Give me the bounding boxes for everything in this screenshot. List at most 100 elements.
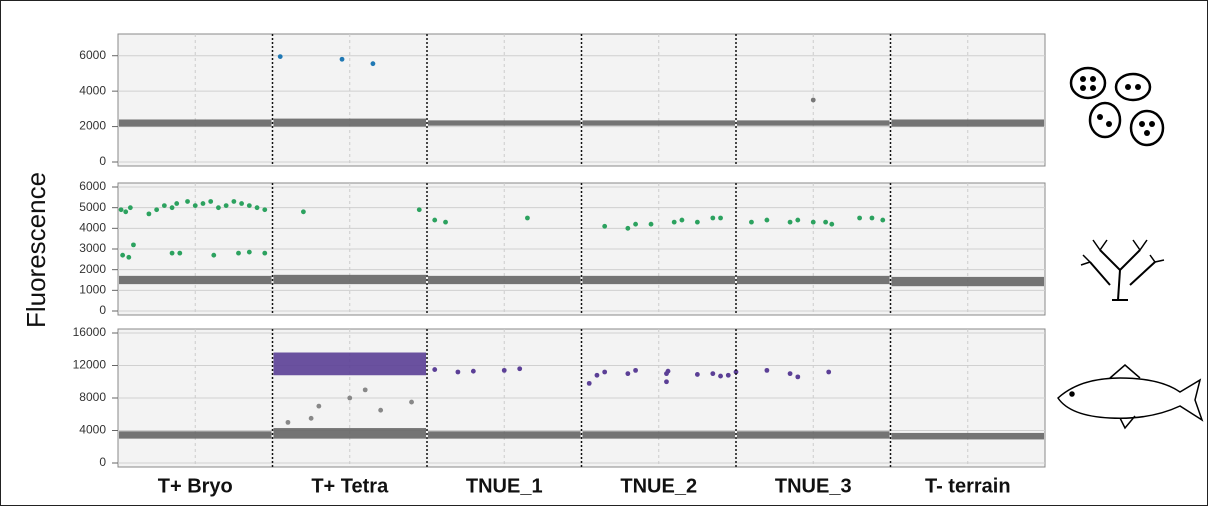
droplet	[161, 203, 167, 209]
droplet	[694, 219, 700, 225]
droplet	[185, 199, 190, 204]
droplet	[470, 368, 476, 374]
droplet-band	[119, 119, 272, 127]
droplet	[285, 419, 291, 425]
droplet	[223, 203, 229, 209]
droplet	[409, 399, 414, 405]
droplet	[733, 369, 739, 375]
icon-bryozoan	[1080, 239, 1165, 301]
droplet	[880, 217, 886, 223]
droplet	[725, 372, 731, 378]
y-tick-label: 0	[99, 455, 106, 469]
y-tick-label: 3000	[79, 241, 106, 255]
droplet	[764, 217, 770, 223]
droplet-band	[582, 120, 735, 126]
droplet	[829, 221, 835, 227]
droplet-band	[273, 352, 426, 376]
droplet-band	[428, 275, 581, 285]
x-tick-label: TNUE_1	[466, 475, 543, 497]
droplet	[347, 395, 353, 401]
droplet	[648, 221, 654, 227]
x-tick-label: TNUE_3	[775, 475, 852, 497]
droplet	[787, 219, 793, 225]
y-tick-label: 5000	[79, 200, 106, 214]
droplet	[301, 209, 306, 215]
y-tick-label: 12000	[73, 358, 107, 372]
droplet	[120, 252, 126, 258]
droplet	[236, 250, 241, 256]
droplet	[308, 415, 314, 421]
droplet	[664, 379, 669, 385]
droplet	[246, 249, 252, 255]
droplet	[795, 374, 801, 380]
droplet	[370, 61, 376, 67]
droplet	[123, 209, 129, 215]
droplet-band	[891, 276, 1044, 287]
droplet	[625, 371, 631, 377]
droplet	[710, 215, 716, 221]
x-tick-label: TNUE_2	[620, 475, 697, 497]
droplet-band	[891, 432, 1044, 440]
droplet-band	[273, 274, 426, 285]
y-tick-label: 8000	[79, 390, 106, 404]
droplet	[517, 366, 523, 372]
y-tick-label: 2000	[79, 262, 106, 276]
droplet	[787, 371, 793, 377]
droplet	[443, 219, 448, 225]
droplet	[169, 205, 175, 211]
droplet	[339, 56, 345, 62]
droplet	[416, 207, 422, 213]
droplet	[594, 372, 600, 378]
droplet	[810, 97, 816, 103]
droplet	[710, 371, 716, 377]
droplet	[795, 217, 801, 223]
droplet-band	[737, 431, 890, 439]
y-tick-label: 4000	[79, 83, 106, 97]
droplet-band	[737, 120, 890, 126]
droplet	[146, 211, 152, 217]
droplet	[254, 205, 260, 211]
x-tick-label: T+ Bryo	[158, 475, 233, 497]
droplet	[246, 203, 252, 209]
droplet	[857, 215, 862, 221]
droplet	[718, 373, 723, 379]
droplet	[118, 207, 124, 213]
droplet	[362, 387, 368, 393]
y-tick-label: 4000	[79, 221, 106, 235]
y-tick-label: 2000	[79, 119, 106, 133]
droplet-band	[428, 431, 581, 439]
droplet	[262, 207, 268, 213]
droplet	[262, 250, 268, 256]
droplet	[823, 219, 829, 225]
droplet	[192, 203, 198, 209]
droplet	[625, 225, 631, 231]
droplet	[633, 221, 638, 227]
droplet-band	[737, 275, 890, 285]
y-tick-label: 6000	[79, 48, 106, 62]
icon-cells	[1069, 66, 1165, 147]
x-tick-label: T- terrain	[925, 475, 1011, 497]
droplet	[602, 223, 608, 229]
droplet	[749, 219, 754, 225]
droplet	[633, 367, 638, 373]
droplet	[169, 250, 175, 256]
droplet	[810, 219, 816, 225]
droplet	[586, 380, 592, 386]
y-tick-label: 16000	[73, 325, 107, 339]
droplet	[378, 407, 384, 413]
droplet	[671, 219, 677, 225]
y-tick-label: 0	[99, 303, 106, 317]
droplet-band	[582, 275, 735, 285]
droplet	[208, 199, 214, 204]
droplet	[316, 403, 322, 409]
droplet	[131, 242, 136, 248]
droplet-band	[891, 119, 1044, 127]
droplet	[525, 215, 530, 221]
droplet	[174, 201, 180, 206]
x-tick-label: T+ Tetra	[311, 475, 389, 497]
droplet-band	[428, 120, 581, 126]
droplet-band	[582, 431, 735, 439]
droplet	[432, 367, 438, 372]
droplet	[501, 367, 507, 373]
droplet	[432, 217, 438, 223]
